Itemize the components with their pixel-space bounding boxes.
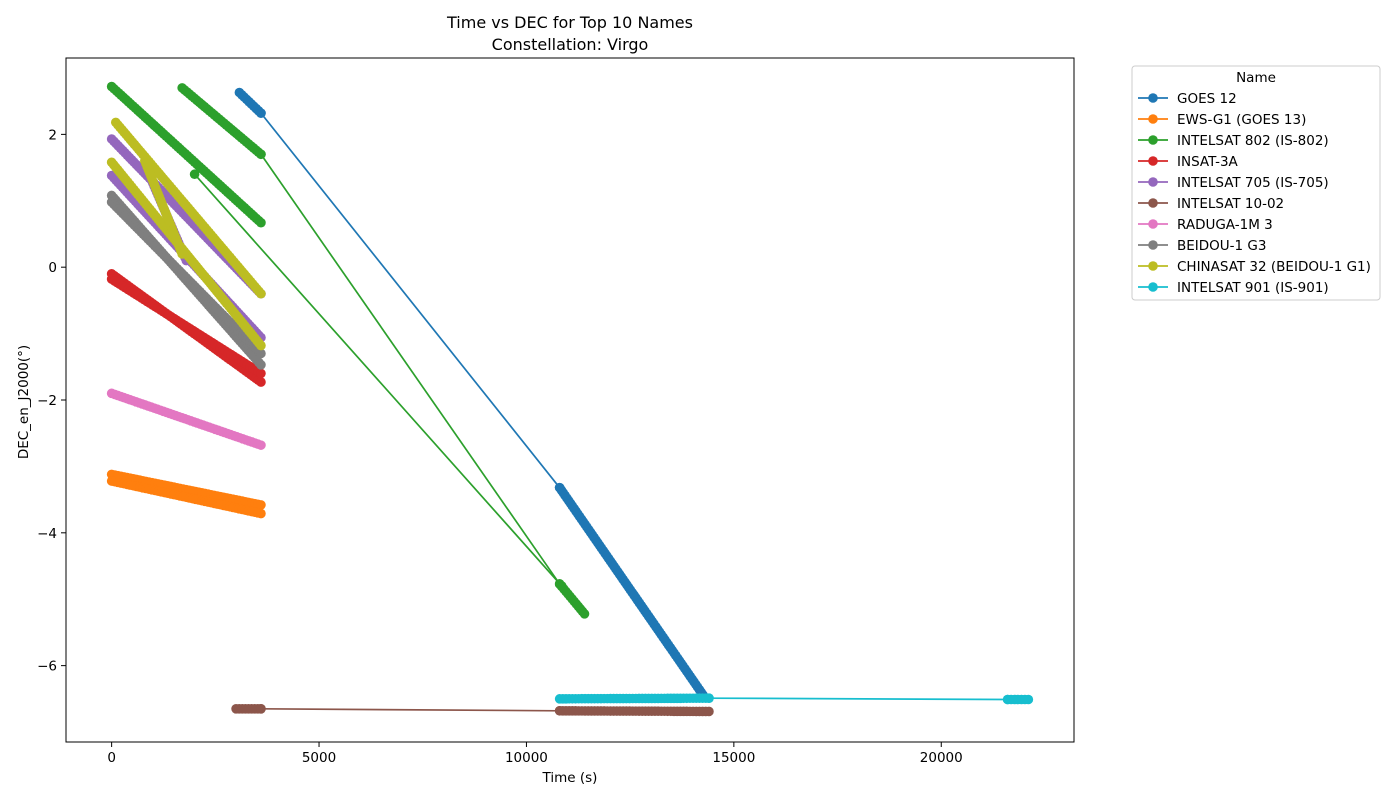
series-ews-g1-goes-13 [106,469,266,519]
x-tick-label: 15000 [712,750,755,766]
legend-box [1131,65,1381,301]
legend-marker [1148,240,1158,250]
series-point [256,340,266,351]
series-intelsat-705-is-705 [106,134,266,343]
chart-subtitle: Constellation: Virgo [492,35,649,54]
series-line [193,173,563,587]
legend-entry-label: INTELSAT 10-02 [1177,196,1284,212]
legend-marker [1148,198,1158,208]
series-point [256,368,266,379]
legend-entry-label: GOES 12 [1177,91,1237,107]
series-point [256,108,266,118]
x-tick-label: 20000 [920,750,963,766]
plot-frame [65,57,1075,743]
legend-marker [1148,282,1158,292]
series-insat-3a [106,269,266,387]
series-point [256,500,266,510]
series-goes-12 [234,87,710,703]
y-tick-label: −2 [37,393,57,409]
y-tick-label: 2 [48,127,57,143]
legend-marker [1148,135,1158,145]
legend-marker [1148,114,1158,124]
legend-marker [1148,177,1158,187]
series-beidou-1-g3 [106,190,266,370]
y-axis: 2 0 −2 −4 −6 [37,127,66,675]
legend-entry-label: INTELSAT 705 (IS-705) [1177,175,1329,191]
series-chinasat-32-beidou-1-g1 [106,117,266,351]
y-tick-label: 0 [48,260,57,276]
series-point [256,348,266,359]
series-line [260,153,561,585]
series-point [704,706,714,717]
series-point [256,360,266,370]
legend-marker [1148,93,1158,103]
legend-entry-label: INSAT-3A [1177,154,1239,170]
legend-entry-label: CHINASAT 32 (BEIDOU-1 G1) [1177,259,1371,275]
y-axis-label: DEC_en_J2000(°) [16,345,32,459]
series-point [579,609,590,619]
y-tick-label: −6 [37,659,57,675]
x-tick-label: 10000 [505,750,548,766]
series-intelsat-901-is-901 [554,693,1034,705]
series-raduga-1m-3 [106,388,266,450]
series-intelsat-802-is-802 [106,81,590,619]
legend-entry-label: INTELSAT 901 (IS-901) [1177,280,1329,296]
series-point [1023,694,1034,705]
legend-entry-label: INTELSAT 802 (IS-802) [1177,133,1329,149]
series-point [256,703,266,714]
series-point [704,693,714,703]
series-point [256,440,266,450]
y-tick-label: −4 [37,526,57,542]
legend-entry-label: EWS-G1 (GOES 13) [1177,112,1306,128]
series-line [260,707,560,712]
series-layer [106,81,1034,717]
legend: Name GOES 12 EWS-G1 (GOES 13) INTELSAT 802… [1131,65,1381,301]
legend-entry-label: RADUGA-1M 3 [1177,217,1273,233]
chart-title: Time vs DEC for Top 10 Names [446,13,693,32]
series-point [256,508,266,519]
x-tick-label: 0 [107,750,116,766]
legend-title: Name [1236,70,1276,86]
series-point [177,249,187,259]
series-intelsat-10-02 [231,703,714,717]
x-axis: 0 5000 10000 15000 20000 [107,742,963,766]
x-axis-label: Time (s) [542,770,598,786]
series-line [708,697,1008,701]
legend-marker [1148,261,1158,271]
series-line [260,112,561,489]
series-point [256,377,266,387]
legend-marker [1148,156,1158,166]
series-point [189,169,200,180]
series-point [256,217,266,228]
legend-entry-label: BEIDOU-1 G3 [1177,238,1266,254]
series-point [256,288,266,299]
x-tick-label: 5000 [302,750,336,766]
series-point [256,149,266,160]
legend-marker [1148,219,1158,229]
